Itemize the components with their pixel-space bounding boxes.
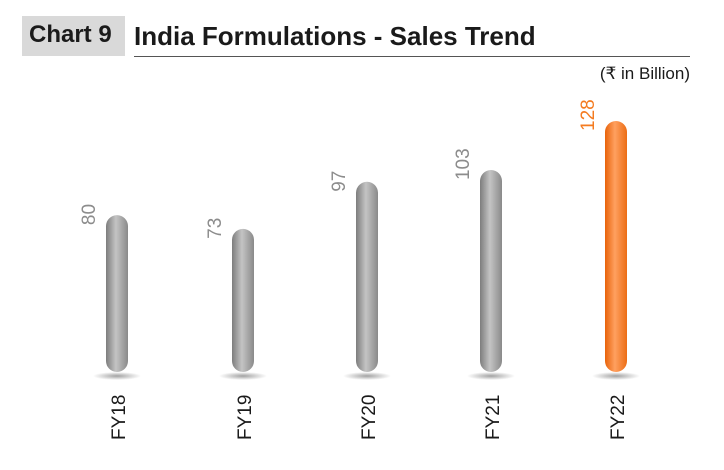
- chart-number: Chart 9: [29, 21, 112, 48]
- title-divider: [134, 56, 690, 57]
- value-label-fy21: 103: [453, 148, 474, 180]
- bar-shadow-fy21: [467, 372, 515, 380]
- chart-title: India Formulations - Sales Trend: [134, 21, 536, 51]
- bar-shadow-fy19: [219, 372, 267, 380]
- bar-fy19: [232, 228, 254, 372]
- category-label-fy21: FY21: [483, 395, 504, 440]
- bar-fy22: [605, 121, 627, 372]
- category-label-fy20: FY20: [359, 395, 380, 440]
- value-label-fy22: 128: [578, 99, 599, 131]
- bar-fy18: [106, 215, 128, 372]
- value-label-fy18: 80: [79, 204, 100, 225]
- unit-label: (₹ in Billion): [599, 64, 690, 83]
- bar-shadow-fy22: [592, 372, 640, 380]
- category-label-fy18: FY18: [109, 395, 130, 440]
- chart-number-badge: Chart 9: [22, 16, 125, 56]
- bar-fy21: [480, 170, 502, 372]
- category-label-fy19: FY19: [235, 395, 256, 440]
- bar-shadow-fy18: [93, 372, 141, 380]
- category-label-fy22: FY22: [608, 395, 629, 440]
- bar-shadow-fy20: [343, 372, 391, 380]
- value-label-fy19: 73: [205, 218, 226, 239]
- value-label-fy20: 97: [329, 171, 350, 192]
- bar-fy20: [356, 181, 378, 372]
